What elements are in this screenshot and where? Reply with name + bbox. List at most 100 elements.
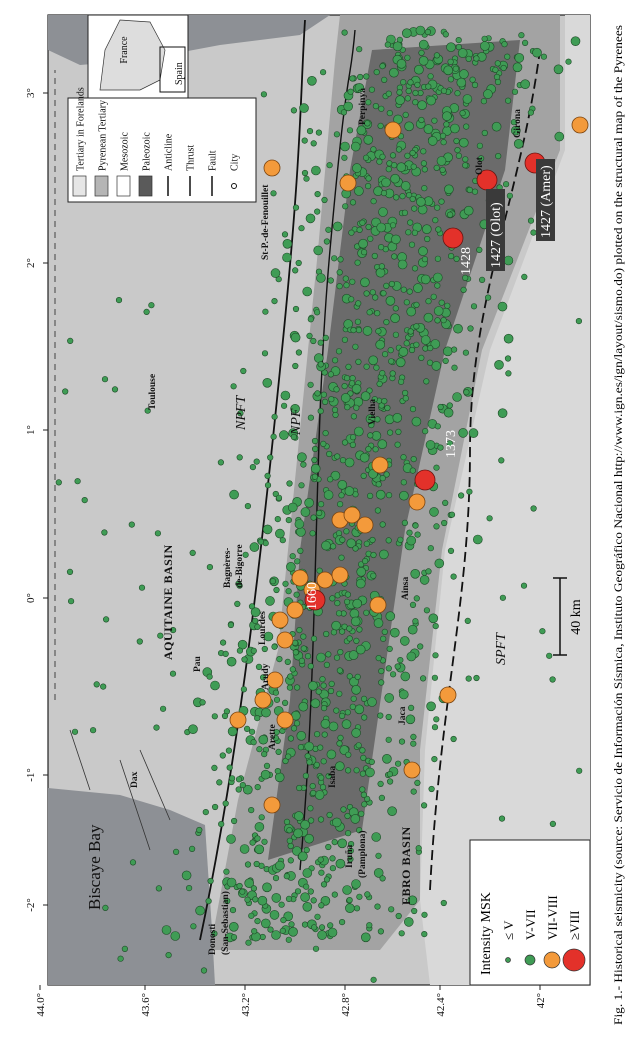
epicenter [326, 749, 337, 760]
epicenter [289, 666, 296, 673]
epicenter [456, 77, 467, 88]
epicenter [390, 173, 400, 184]
epicenter [317, 856, 324, 863]
epicenter [261, 750, 268, 758]
epicenter [302, 902, 313, 912]
epicenter [348, 296, 355, 303]
epicenter [466, 488, 473, 495]
epicenter [153, 724, 160, 731]
epicenter [271, 930, 281, 940]
epicenter [377, 122, 384, 130]
epicenter [375, 654, 382, 662]
epicenter [480, 98, 488, 105]
epicenter [397, 656, 404, 664]
epicenter [371, 252, 378, 260]
epicenter-large [229, 711, 247, 729]
epicenter [371, 832, 382, 842]
epicenter [244, 896, 251, 903]
epicenter [348, 841, 355, 848]
epicenter [346, 127, 354, 134]
epicenter [217, 459, 224, 466]
epicenter [321, 704, 328, 712]
epicenter [336, 740, 343, 747]
epicenter [549, 820, 557, 827]
epicenter [336, 690, 343, 697]
epicenter [418, 354, 425, 362]
epicenter [297, 452, 307, 463]
epicenter [410, 788, 417, 795]
place-label: Isaba [328, 766, 338, 788]
epicenter [318, 501, 325, 508]
epicenter [442, 346, 453, 357]
epicenter [254, 822, 265, 832]
epicenter [260, 674, 267, 681]
epicenter-large [263, 796, 281, 814]
event-label: 1427 (Amer) [539, 165, 554, 238]
legend-swatch [138, 175, 153, 197]
epicenter [499, 594, 507, 601]
epicenter [356, 226, 363, 234]
epicenter [328, 396, 335, 403]
epicenter [433, 464, 440, 471]
epicenter [386, 645, 393, 652]
epicenter [55, 479, 62, 486]
epicenter [300, 645, 307, 652]
place-label: Iruña [345, 845, 355, 868]
epicenter [375, 328, 382, 335]
epicenter [244, 725, 251, 732]
epicenter [479, 276, 486, 284]
epicenter [100, 683, 107, 690]
epicenter [346, 625, 353, 632]
epicenter [365, 414, 376, 424]
epicenter [521, 39, 529, 47]
epicenter [343, 282, 350, 289]
epicenter [300, 819, 310, 830]
epicenter [468, 428, 479, 438]
epicenter [388, 358, 395, 365]
epicenter [504, 355, 512, 362]
epicenter [380, 290, 387, 297]
epicenter [352, 343, 359, 350]
epicenter [459, 109, 466, 117]
epicenter [417, 643, 424, 650]
epicenter [430, 293, 437, 300]
epicenter [321, 731, 328, 738]
epicenter [413, 595, 420, 602]
epicenter [400, 671, 411, 682]
epicenter [244, 502, 251, 510]
epicenter-large [263, 159, 281, 177]
epicenter [363, 73, 370, 80]
epicenter [520, 582, 528, 589]
epicenter [399, 490, 409, 501]
epicenter-large [331, 566, 349, 584]
epicenter [438, 299, 445, 306]
intensity-legend-title: Intensity MSK [479, 892, 494, 975]
epicenter [365, 223, 372, 231]
epicenter [466, 186, 473, 194]
epicenter [377, 439, 388, 450]
legend-label: Anticline [164, 133, 175, 171]
epicenter [353, 767, 360, 774]
epicenter [321, 196, 328, 204]
epicenter [512, 62, 523, 73]
epicenter [293, 828, 303, 839]
epicenter [240, 367, 247, 375]
epicenter [111, 386, 119, 393]
epicenter [320, 758, 327, 765]
epicenter [274, 767, 281, 775]
epicenter [220, 639, 227, 646]
epicenter [62, 388, 69, 395]
epicenter [335, 610, 343, 617]
epicenter [285, 588, 292, 595]
epicenter [491, 121, 502, 132]
epicenter [288, 927, 298, 937]
epicenter [314, 913, 321, 920]
epicenter [473, 55, 480, 62]
event-label: 1428 [459, 247, 474, 275]
epicenter [287, 842, 294, 850]
epicenter [157, 632, 164, 639]
epicenter [440, 139, 447, 146]
epicenter [355, 742, 362, 749]
epicenter [505, 97, 512, 104]
epicenter [376, 380, 383, 388]
